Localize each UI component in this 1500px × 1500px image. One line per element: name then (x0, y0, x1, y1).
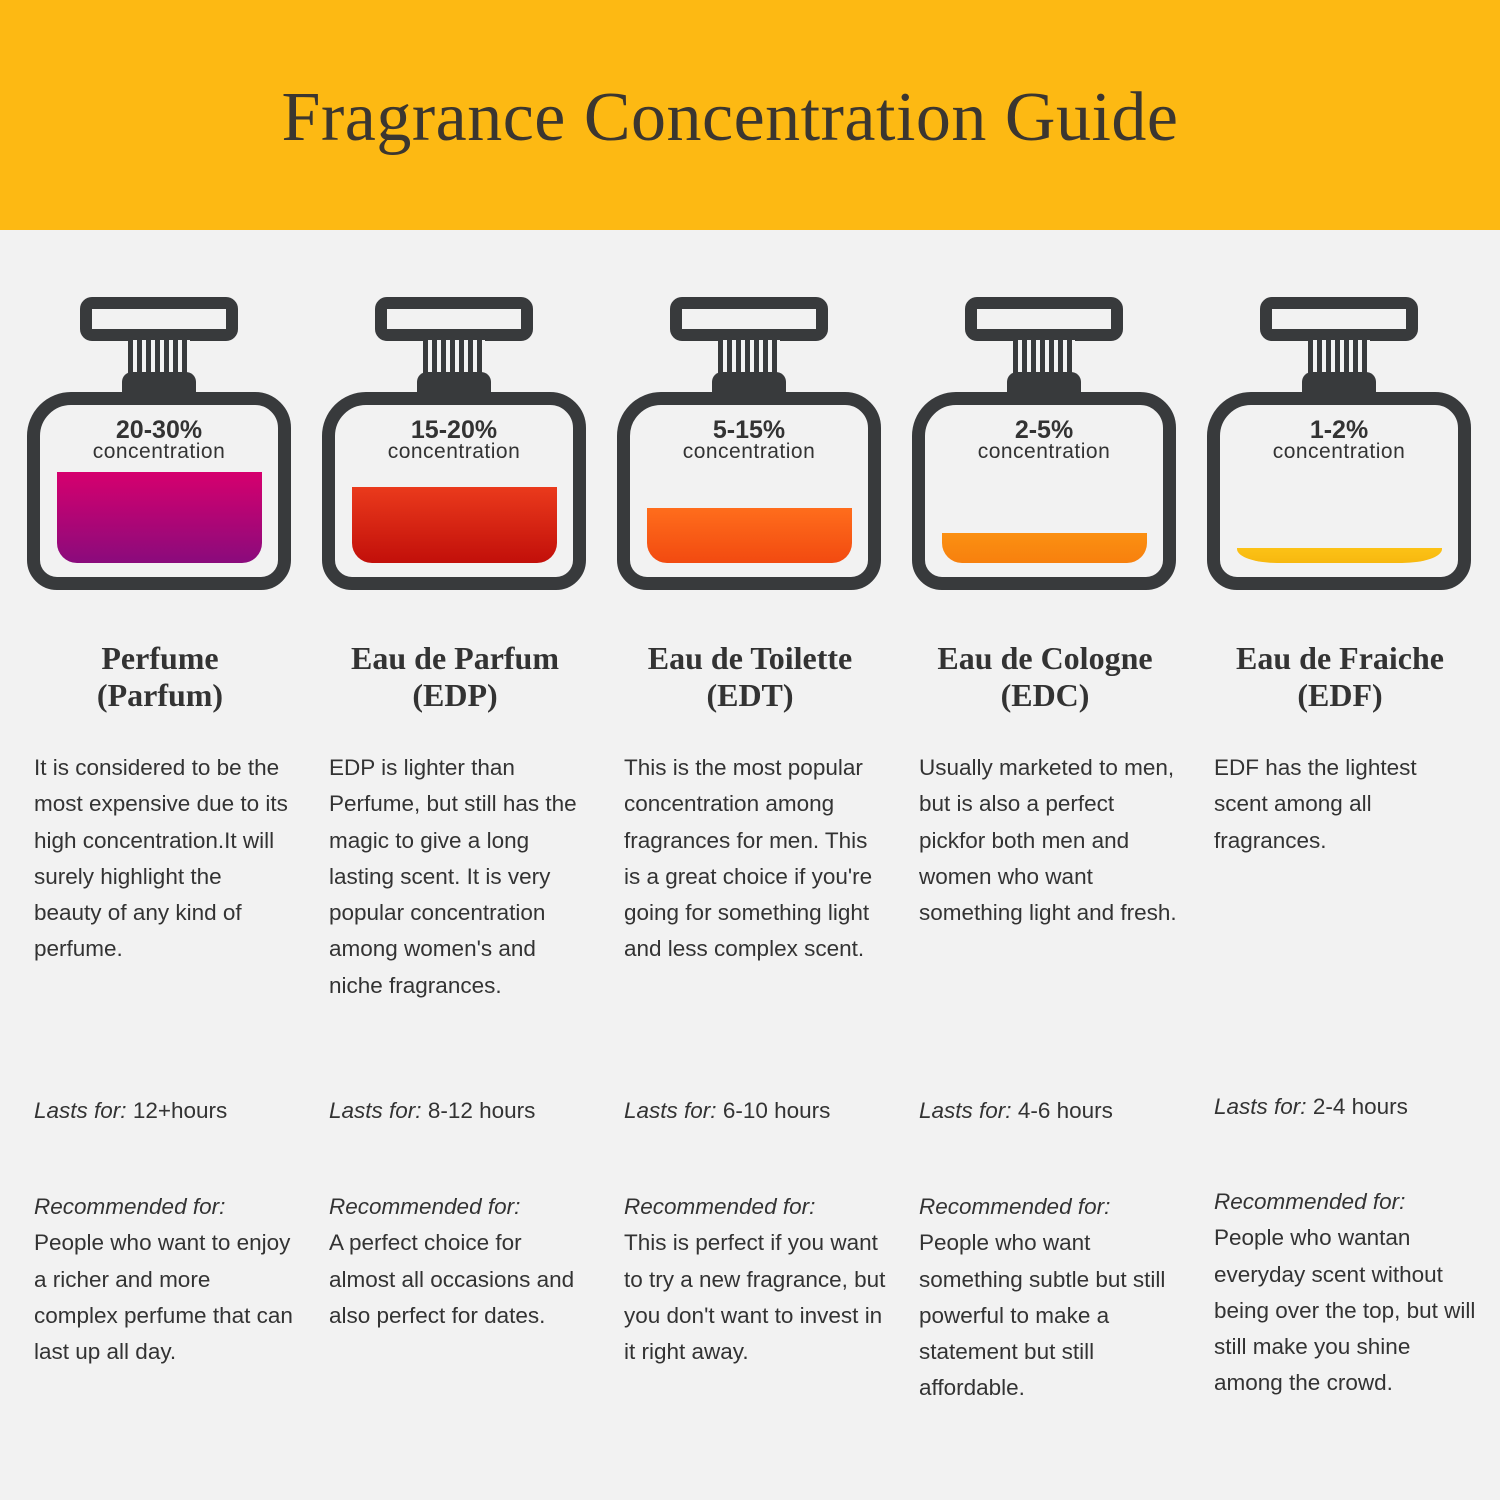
concentration-percent: 1-2% (1309, 416, 1369, 444)
bottle-cap-icon (965, 297, 1123, 341)
bottle-liquid (1237, 548, 1442, 563)
fragrance-column: 5-15% concentration Eau de Toilette (EDT)… (590, 0, 885, 1500)
bottle-cap-icon (375, 297, 533, 341)
fragrance-column: 1-2% concentration Eau de Fraiche (EDF) E… (1180, 0, 1475, 1500)
lasts-value: 8-12 hours (427, 1098, 536, 1123)
fragrance-name: Perfume (Parfum) (0, 640, 320, 714)
header-banner: Fragrance Concentration Guide (0, 0, 1500, 230)
name-line-1: Perfume (101, 640, 219, 676)
name-line-1: Eau de Parfum (351, 640, 559, 676)
fragrance-name: Eau de Parfum (EDP) (295, 640, 615, 714)
page-title: Fragrance Concentration Guide (281, 79, 1179, 156)
bottle-liquid (647, 508, 852, 563)
lasts-label: Lasts for: (329, 1098, 422, 1123)
recommended-for: Recommended for: This is perfect if you w… (624, 1189, 886, 1370)
name-line-1: Eau de Toilette (647, 640, 853, 676)
fragrance-column: 2-5% concentration Eau de Cologne (EDC) U… (885, 0, 1180, 1500)
lasts-value: 6-10 hours (722, 1098, 831, 1123)
concentration-label: concentration (682, 440, 816, 463)
recommended-value: People who want to enjoy a richer and mo… (34, 1230, 293, 1365)
bottle-cap-icon (80, 297, 238, 341)
concentration-percent: 20-30% (115, 416, 203, 444)
name-line-2: (Parfum) (96, 677, 224, 713)
bottle-neck-icon (1308, 340, 1370, 376)
bottle-liquid (942, 533, 1147, 563)
fragrance-column: 20-30% concentration Perfume (Parfum) It … (0, 0, 295, 1500)
lasts-for: Lasts for: 8-12 hours (329, 1098, 589, 1124)
bottle-cap-icon (1260, 297, 1418, 341)
bottle-liquid (57, 472, 262, 563)
recommended-label: Recommended for: (624, 1194, 816, 1219)
concentration-label: concentration (1272, 440, 1406, 463)
lasts-value: 12+hours (132, 1098, 228, 1123)
recommended-label: Recommended for: (1214, 1189, 1406, 1214)
fragrance-description: This is the most popular concentration a… (624, 755, 873, 962)
lasts-for: Lasts for: 6-10 hours (624, 1098, 884, 1124)
lasts-label: Lasts for: (34, 1098, 127, 1123)
concentration-label: concentration (387, 440, 521, 463)
recommended-value: People who wantan everyday scent without… (1214, 1225, 1476, 1396)
bottle-neck-icon (423, 340, 485, 376)
fragrance-description: EDF has the lightest scent among all fra… (1214, 755, 1417, 853)
concentration-percent: 15-20% (410, 416, 498, 444)
recommended-value: A perfect choice for almost all occasion… (329, 1230, 575, 1328)
concentration-percent: 5-15% (712, 416, 786, 444)
bottle-neck-icon (128, 340, 190, 376)
lasts-for: Lasts for: 4-6 hours (919, 1098, 1179, 1124)
recommended-for: Recommended for: People who want somethin… (919, 1189, 1181, 1407)
lasts-label: Lasts for: (919, 1098, 1012, 1123)
recommended-value: People who want something subtle but sti… (919, 1230, 1166, 1401)
bottle-neck-icon (1013, 340, 1075, 376)
name-line-2: (EDP) (412, 677, 498, 713)
bottle-neck-icon (718, 340, 780, 376)
fragrance-description: Usually marketed to men, but is also a p… (919, 755, 1177, 926)
lasts-for: Lasts for: 2-4 hours (1214, 1094, 1474, 1120)
concentration-percent: 2-5% (1014, 416, 1074, 444)
lasts-label: Lasts for: (1214, 1094, 1307, 1119)
name-line-2: (EDC) (1000, 677, 1090, 713)
recommended-value: This is perfect if you want to try a new… (624, 1230, 886, 1365)
concentration-label: concentration (92, 440, 226, 463)
recommended-for: Recommended for: People who wantan everyd… (1214, 1184, 1476, 1402)
bottle-cap-icon (670, 297, 828, 341)
fragrance-column: 15-20% concentration Eau de Parfum (EDP) … (295, 0, 590, 1500)
recommended-for: Recommended for: A perfect choice for alm… (329, 1189, 591, 1334)
fragrance-name: Eau de Fraiche (EDF) (1180, 640, 1500, 714)
recommended-label: Recommended for: (34, 1194, 226, 1219)
fragrance-description: EDP is lighter than Perfume, but still h… (329, 755, 577, 998)
name-line-1: Eau de Fraiche (1236, 640, 1444, 676)
recommended-for: Recommended for: People who want to enjoy… (34, 1189, 296, 1370)
lasts-for: Lasts for: 12+hours (34, 1098, 294, 1124)
name-line-2: (EDT) (706, 677, 794, 713)
recommended-label: Recommended for: (919, 1194, 1111, 1219)
fragrance-name: Eau de Toilette (EDT) (590, 640, 910, 714)
concentration-label: concentration (977, 440, 1111, 463)
fragrance-description: It is considered to be the most expensiv… (34, 755, 288, 962)
lasts-value: 2-4 hours (1312, 1094, 1408, 1119)
name-line-2: (EDF) (1297, 677, 1383, 713)
recommended-label: Recommended for: (329, 1194, 521, 1219)
name-line-1: Eau de Cologne (937, 640, 1153, 676)
fragrance-name: Eau de Cologne (EDC) (885, 640, 1205, 714)
lasts-label: Lasts for: (624, 1098, 717, 1123)
lasts-value: 4-6 hours (1017, 1098, 1113, 1123)
bottle-liquid (352, 487, 557, 563)
